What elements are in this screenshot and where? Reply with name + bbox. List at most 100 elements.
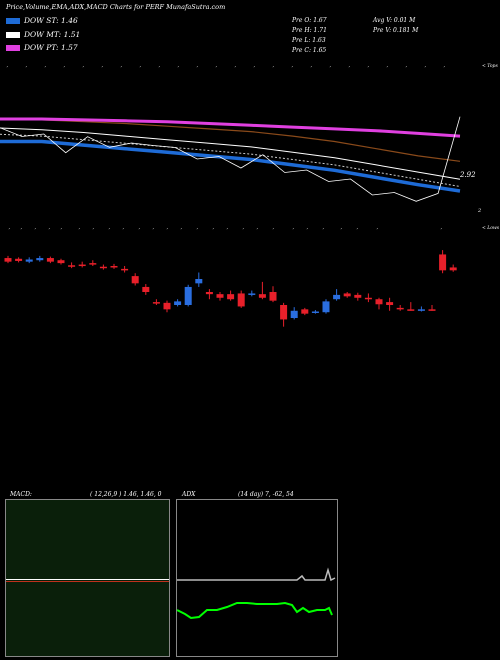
- candle-body: [89, 263, 97, 265]
- top-tick: ’: [177, 66, 179, 72]
- candle-body: [25, 259, 33, 262]
- low-tick: ’: [60, 228, 62, 234]
- macd-panel: [5, 499, 170, 657]
- candle-body: [386, 302, 394, 305]
- top-tick: ’: [234, 66, 236, 72]
- axis-label-2: 2: [478, 208, 482, 214]
- candle-body: [248, 293, 256, 295]
- legend-swatch-pt: [6, 44, 20, 51]
- adx-lines: [177, 567, 336, 620]
- legend-swatch-st: [6, 17, 20, 24]
- legend-dow-pt: DOW PT: 1.57: [6, 43, 78, 52]
- prev-high: Pre H: 1.71: [292, 27, 327, 34]
- prev-open: Pre O: 1.67: [292, 17, 327, 24]
- top-tick: ’: [310, 66, 312, 72]
- candle-body: [375, 299, 383, 305]
- top-tick: ’: [291, 66, 293, 72]
- macd-values: ( 12,26,9 ) 1.46, 1.46, 0: [90, 491, 162, 498]
- low-tick: ’: [256, 228, 258, 234]
- low-tick: ’: [340, 228, 342, 234]
- top-tick: ’: [6, 66, 8, 72]
- tops-label: < Tops: [482, 64, 498, 69]
- legend-swatch-mt: [6, 31, 20, 38]
- candle-body: [311, 311, 319, 313]
- low-tick: ’: [226, 228, 228, 234]
- top-tick: ’: [386, 66, 388, 72]
- lows-label: < Lows: [482, 226, 500, 231]
- low-tick: ’: [440, 228, 442, 234]
- prev-volume: Pre V: 0.181 M: [373, 27, 419, 34]
- low-tick: ’: [306, 228, 308, 234]
- top-tick: ’: [443, 66, 445, 72]
- top-tick: ’: [367, 66, 369, 72]
- candle-body: [184, 286, 192, 305]
- legend-label-st: DOW ST: 1.46: [24, 16, 78, 25]
- candle-body: [131, 276, 139, 284]
- candle-body: [99, 266, 107, 269]
- low-tick: ’: [292, 228, 294, 234]
- candle-body: [290, 310, 298, 318]
- low-tick: ’: [152, 228, 154, 234]
- top-tick: ’: [215, 66, 217, 72]
- candle-body: [216, 294, 224, 298]
- low-tick: ’: [212, 228, 214, 234]
- last-price-label: 2.92: [460, 171, 476, 179]
- low-tick: ’: [196, 228, 198, 234]
- candle-body: [280, 305, 288, 320]
- top-tick: ’: [329, 66, 331, 72]
- top-tick: ’: [424, 66, 426, 72]
- candle-body: [68, 265, 76, 267]
- top-tick: ’: [139, 66, 141, 72]
- legend-label-pt: DOW PT: 1.57: [24, 43, 78, 52]
- top-tick: ’: [82, 66, 84, 72]
- candle-body: [449, 267, 457, 271]
- top-tick: ’: [158, 66, 160, 72]
- candle-body: [205, 292, 213, 295]
- low-tick: ’: [322, 228, 324, 234]
- candle-body: [142, 286, 150, 292]
- top-tick: ’: [272, 66, 274, 72]
- candle-body: [46, 258, 54, 262]
- top-tick: ’: [253, 66, 255, 72]
- candle-body: [121, 268, 129, 271]
- candle-body: [174, 301, 182, 305]
- legend-dow-mt: DOW MT: 1.51: [6, 30, 80, 39]
- adx-values: (14 day) 7, -62, 54: [238, 491, 294, 498]
- candle-body: [78, 264, 86, 267]
- low-tick: ’: [48, 228, 50, 234]
- ema-brown-line: [0, 117, 461, 162]
- ema-dotted-line: [0, 133, 461, 187]
- candle-body: [163, 302, 171, 310]
- low-tick: ’: [356, 228, 358, 234]
- legend-dow-st: DOW ST: 1.46: [6, 16, 78, 25]
- low-tick: ’: [34, 228, 36, 234]
- price-line: [0, 116, 461, 202]
- low-tick: ’: [180, 228, 182, 234]
- top-tick: ’: [25, 66, 27, 72]
- candle-body: [57, 260, 65, 264]
- candle-body: [227, 294, 235, 300]
- candle-body: [237, 293, 245, 307]
- adx-label: ADX: [182, 491, 196, 498]
- candle-body: [269, 292, 277, 301]
- adx-white-line: [177, 567, 336, 582]
- price-chart: ’ ’ ’ ’ ’ ’ ’ ’ ’ ’ ’ ’ ’ ’ ’ ’ ’ ’ ’ ’ ’ ’ ’ ’ ’ ’ ’ ’ ’ ’ ’ ’ ’ ’ ’ ’ ’ ’ ’ ’…: [0, 66, 461, 327]
- candle-body: [396, 307, 404, 310]
- prev-low: Pre L: 1.63: [292, 37, 326, 44]
- candle-body: [428, 309, 436, 311]
- top-tick: ’: [348, 66, 350, 72]
- candle-body: [195, 279, 203, 284]
- low-tick: ’: [122, 228, 124, 234]
- low-tick: ’: [78, 228, 80, 234]
- macd-label: MACD:: [10, 491, 32, 498]
- top-tick: ’: [405, 66, 407, 72]
- low-tick: ’: [92, 228, 94, 234]
- low-tick: ’: [166, 228, 168, 234]
- top-tick: ’: [196, 66, 198, 72]
- ema-line-1: [0, 139, 461, 193]
- candle-body: [354, 294, 362, 298]
- candle-body: [36, 258, 44, 261]
- candle-body: [258, 294, 266, 298]
- low-tick: ’: [242, 228, 244, 234]
- chart-title: Price,Volume,EMA,ADX,MACD Charts for PER…: [6, 3, 226, 11]
